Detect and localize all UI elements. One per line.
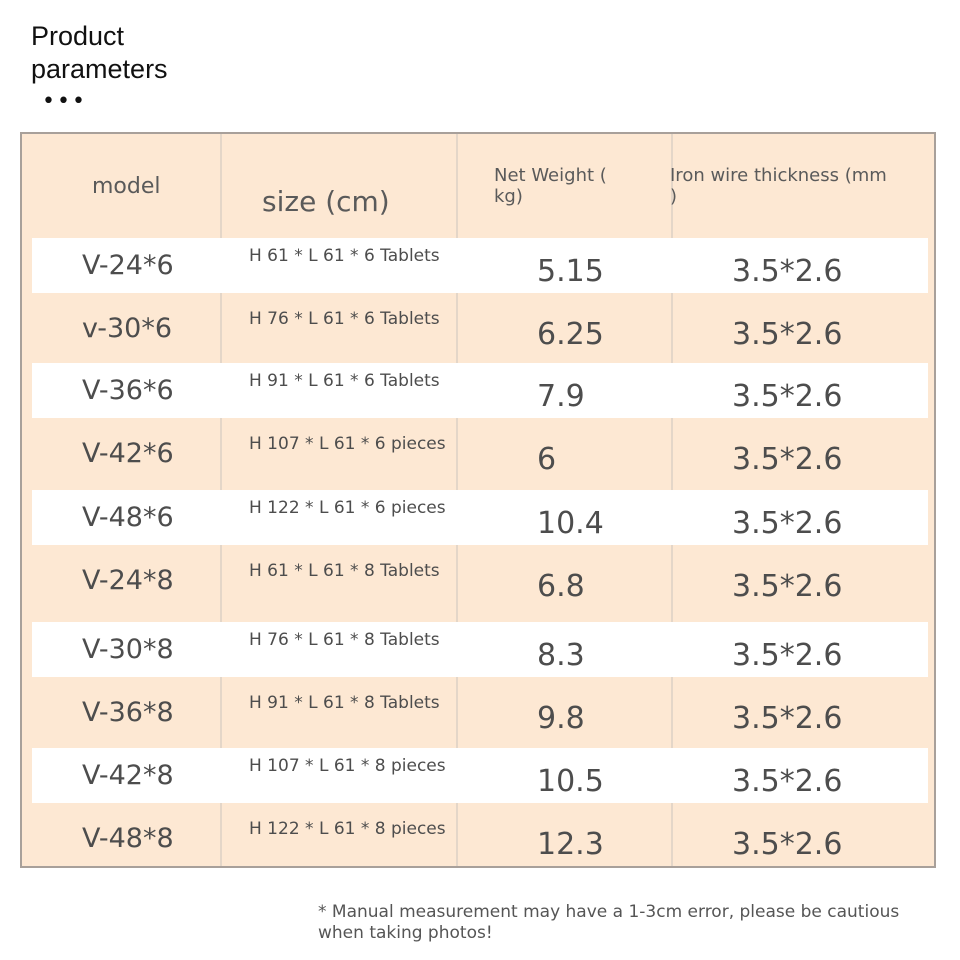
disclaimer-note: * Manual measurement may have a 1-3cm er… [318, 902, 900, 943]
cell-thickness: 3.5*2.6 [732, 827, 843, 862]
table-row: v-30*6 H 76 * L 61 * 6 Tablets 6.25 3.5*2.6 [32, 301, 928, 356]
table-row: V-24*6 H 61 * L 61 * 6 Tablets 5.15 3.5*2.6 [32, 238, 928, 293]
cell-size: H 122 * L 61 * 8 pieces [249, 819, 446, 839]
cell-thickness: 3.5*2.6 [732, 442, 843, 477]
cell-size: H 91 * L 61 * 6 Tablets [249, 371, 440, 391]
cell-size: H 61 * L 61 * 6 Tablets [249, 246, 440, 266]
cell-size: H 107 * L 61 * 6 pieces [249, 434, 446, 454]
cell-size: H 91 * L 61 * 8 Tablets [249, 693, 440, 713]
cell-model: v-30*6 [82, 313, 173, 344]
cell-size: H 122 * L 61 * 6 pieces [249, 498, 446, 518]
table-row: V-42*8 H 107 * L 61 * 8 pieces 10.5 3.5*2.6 [32, 748, 928, 803]
column-header-model: model [92, 173, 161, 199]
cell-weight: 7.9 [537, 379, 585, 414]
cell-size: H 76 * L 61 * 8 Tablets [249, 630, 440, 650]
cell-thickness: 3.5*2.6 [732, 379, 843, 414]
page-title: Product parameters [31, 20, 251, 86]
cell-size: H 61 * L 61 * 8 Tablets [249, 561, 440, 581]
column-header-weight: Net Weight ( kg) [494, 165, 607, 207]
cell-weight: 6.8 [537, 569, 585, 604]
cell-thickness: 3.5*2.6 [732, 569, 843, 604]
parameters-table: model size (cm) Net Weight ( kg) Iron wi… [20, 132, 936, 868]
cell-weight: 12.3 [537, 827, 604, 862]
table-row: V-42*6 H 107 * L 61 * 6 pieces 6 3.5*2.6 [32, 426, 928, 481]
table-row: V-24*8 H 61 * L 61 * 8 Tablets 6.8 3.5*2.6 [32, 553, 928, 608]
cell-model: V-48*6 [82, 502, 174, 533]
cell-model: V-36*8 [82, 697, 174, 728]
cell-thickness: 3.5*2.6 [732, 764, 843, 799]
cell-model: V-24*8 [82, 565, 174, 596]
cell-model: V-42*8 [82, 760, 174, 791]
table-row: V-30*8 H 76 * L 61 * 8 Tablets 8.3 3.5*2.6 [32, 622, 928, 677]
cell-weight: 9.8 [537, 701, 585, 736]
table-row: V-36*6 H 91 * L 61 * 6 Tablets 7.9 3.5*2.6 [32, 363, 928, 418]
cell-model: V-24*6 [82, 250, 174, 281]
cell-size: H 76 * L 61 * 6 Tablets [249, 309, 440, 329]
column-header-size: size (cm) [262, 184, 390, 218]
cell-weight: 6 [537, 442, 557, 477]
page-title-line-1: Product [31, 21, 125, 51]
cell-weight: 6.25 [537, 317, 604, 352]
cell-thickness: 3.5*2.6 [732, 506, 843, 541]
cell-model: V-48*8 [82, 823, 174, 854]
cell-thickness: 3.5*2.6 [732, 317, 843, 352]
cell-weight: 10.5 [537, 764, 604, 799]
cell-weight: 10.4 [537, 506, 604, 541]
table-row: V-48*6 H 122 * L 61 * 6 pieces 10.4 3.5*2.6 [32, 490, 928, 545]
page-title-line-2: parameters [31, 54, 168, 84]
cell-thickness: 3.5*2.6 [732, 638, 843, 673]
cell-size: H 107 * L 61 * 8 pieces [249, 756, 446, 776]
column-header-thickness: Iron wire thickness (mm ) [670, 165, 887, 207]
table-row: V-48*8 H 122 * L 61 * 8 pieces 12.3 3.5*2.6 [32, 811, 928, 866]
cell-thickness: 3.5*2.6 [732, 254, 843, 289]
cell-model: V-42*6 [82, 438, 174, 469]
cell-model: V-36*6 [82, 375, 174, 406]
table-row: V-36*8 H 91 * L 61 * 8 Tablets 9.8 3.5*2.6 [32, 685, 928, 740]
cell-model: V-30*8 [82, 634, 174, 665]
ellipsis-icon: ••• [42, 89, 87, 114]
cell-weight: 5.15 [537, 254, 604, 289]
cell-weight: 8.3 [537, 638, 585, 673]
cell-thickness: 3.5*2.6 [732, 701, 843, 736]
